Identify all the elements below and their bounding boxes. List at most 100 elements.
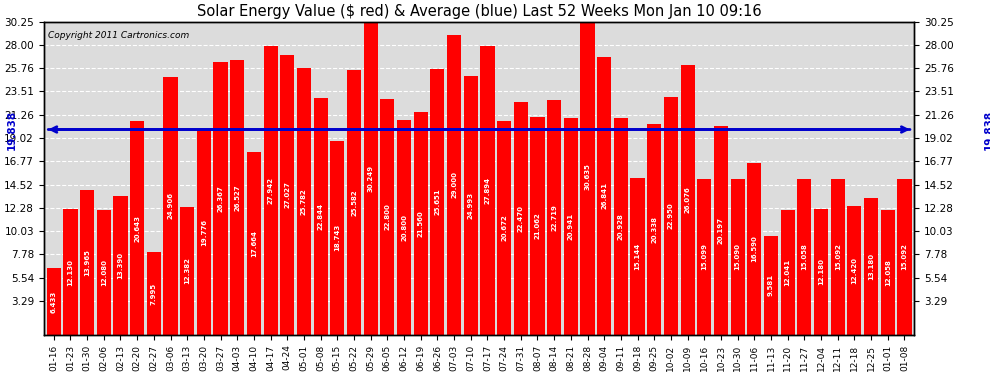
- Bar: [680, 65, 695, 335]
- Text: 24.993: 24.993: [467, 192, 474, 219]
- Text: 20.928: 20.928: [618, 213, 624, 240]
- Text: 22.950: 22.950: [668, 203, 674, 229]
- Bar: [346, 70, 361, 335]
- Bar: [480, 46, 495, 335]
- Bar: [631, 178, 644, 335]
- Text: 22.470: 22.470: [518, 205, 524, 232]
- Bar: [614, 118, 628, 335]
- Text: 17.664: 17.664: [250, 230, 257, 257]
- Text: 20.672: 20.672: [501, 214, 507, 241]
- Bar: [797, 179, 812, 335]
- Text: 12.382: 12.382: [184, 257, 190, 284]
- Text: 9.581: 9.581: [768, 274, 774, 296]
- Text: 24.906: 24.906: [167, 192, 173, 219]
- Bar: [314, 98, 328, 335]
- Text: 16.590: 16.590: [751, 236, 757, 262]
- Bar: [380, 99, 394, 335]
- Text: 26.367: 26.367: [218, 185, 224, 212]
- Bar: [664, 97, 678, 335]
- Text: 7.995: 7.995: [150, 282, 156, 304]
- Bar: [247, 152, 261, 335]
- Text: 30.249: 30.249: [367, 165, 373, 192]
- Text: 12.180: 12.180: [818, 258, 824, 285]
- Text: 29.000: 29.000: [451, 171, 457, 198]
- Bar: [197, 130, 211, 335]
- Text: 12.420: 12.420: [851, 257, 857, 284]
- Text: 30.635: 30.635: [584, 163, 590, 190]
- Bar: [531, 117, 544, 335]
- Text: 19.776: 19.776: [201, 219, 207, 246]
- Bar: [463, 76, 478, 335]
- Text: 6.433: 6.433: [50, 291, 56, 313]
- Bar: [80, 190, 94, 335]
- Bar: [147, 252, 161, 335]
- Text: 26.527: 26.527: [235, 184, 241, 211]
- Bar: [597, 57, 611, 335]
- Text: 13.965: 13.965: [84, 249, 90, 276]
- Text: 21.560: 21.560: [418, 210, 424, 237]
- Text: 26.841: 26.841: [601, 182, 607, 209]
- Bar: [831, 178, 844, 335]
- Bar: [297, 68, 311, 335]
- Bar: [263, 46, 278, 335]
- Text: 15.058: 15.058: [801, 243, 808, 270]
- Bar: [547, 100, 561, 335]
- Title: Solar Energy Value ($ red) & Average (blue) Last 52 Weeks Mon Jan 10 09:16: Solar Energy Value ($ red) & Average (bl…: [197, 4, 761, 19]
- Text: 15.144: 15.144: [635, 243, 641, 270]
- Bar: [747, 163, 761, 335]
- Bar: [714, 126, 728, 335]
- Text: 26.076: 26.076: [685, 186, 691, 213]
- Text: 22.719: 22.719: [551, 204, 557, 231]
- Text: 15.092: 15.092: [835, 243, 841, 270]
- Text: 20.800: 20.800: [401, 214, 407, 241]
- Text: 20.941: 20.941: [568, 213, 574, 240]
- Text: 15.090: 15.090: [735, 243, 741, 270]
- Text: 19.838: 19.838: [7, 110, 17, 150]
- Text: 12.080: 12.080: [101, 259, 107, 286]
- Bar: [397, 120, 411, 335]
- Bar: [847, 206, 861, 335]
- Bar: [130, 121, 145, 335]
- Bar: [764, 236, 778, 335]
- Text: 22.800: 22.800: [384, 203, 390, 230]
- Bar: [447, 34, 461, 335]
- Text: 15.092: 15.092: [902, 243, 908, 270]
- Bar: [414, 112, 428, 335]
- Bar: [180, 207, 194, 335]
- Text: 25.782: 25.782: [301, 188, 307, 215]
- Bar: [230, 60, 245, 335]
- Bar: [497, 121, 511, 335]
- Text: 25.582: 25.582: [351, 189, 357, 216]
- Bar: [697, 178, 712, 335]
- Text: 27.027: 27.027: [284, 182, 290, 209]
- Text: 20.338: 20.338: [651, 216, 657, 243]
- Bar: [731, 178, 744, 335]
- Text: 20.197: 20.197: [718, 217, 724, 244]
- Bar: [814, 209, 828, 335]
- Text: 27.942: 27.942: [267, 177, 273, 204]
- Text: 25.651: 25.651: [435, 189, 441, 215]
- Text: 12.130: 12.130: [67, 259, 73, 286]
- Bar: [514, 102, 528, 335]
- Bar: [363, 22, 378, 335]
- Bar: [280, 55, 294, 335]
- Text: 19.838: 19.838: [984, 110, 990, 150]
- Bar: [114, 196, 128, 335]
- Text: 13.390: 13.390: [118, 252, 124, 279]
- Bar: [881, 210, 895, 335]
- Text: 21.062: 21.062: [535, 213, 541, 239]
- Text: Copyright 2011 Cartronics.com: Copyright 2011 Cartronics.com: [49, 31, 189, 40]
- Text: 20.643: 20.643: [135, 214, 141, 242]
- Bar: [431, 69, 445, 335]
- Bar: [331, 141, 345, 335]
- Bar: [780, 210, 795, 335]
- Bar: [63, 209, 77, 335]
- Text: 12.041: 12.041: [785, 259, 791, 286]
- Bar: [864, 198, 878, 335]
- Bar: [897, 178, 912, 335]
- Text: 18.743: 18.743: [335, 224, 341, 252]
- Text: 13.180: 13.180: [868, 253, 874, 280]
- Text: 15.099: 15.099: [701, 243, 707, 270]
- Bar: [163, 77, 177, 335]
- Bar: [214, 62, 228, 335]
